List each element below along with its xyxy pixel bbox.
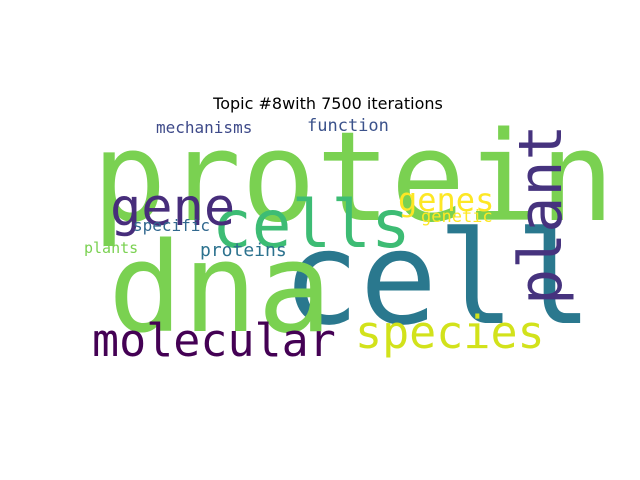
- word-cells: cells: [212, 186, 411, 263]
- word-mechanisms: mechanisms: [156, 118, 253, 137]
- word-genetic: genetic: [421, 207, 493, 227]
- word-dna: dna: [108, 217, 332, 361]
- word-specific: specific: [133, 216, 211, 235]
- word-molecular: molecular: [92, 314, 336, 367]
- figure-title: Topic #8with 7500 iterations: [213, 94, 443, 113]
- word-cell: cell: [282, 204, 593, 354]
- word-genes: genes: [398, 181, 495, 219]
- word-plants: plants: [84, 239, 139, 257]
- word-plant: plant: [506, 124, 576, 305]
- word-species: species: [355, 306, 545, 359]
- word-function: function: [307, 116, 389, 136]
- word-protein: protein: [92, 106, 615, 250]
- word-proteins: proteins: [200, 240, 287, 261]
- word-gene: gene: [110, 178, 236, 238]
